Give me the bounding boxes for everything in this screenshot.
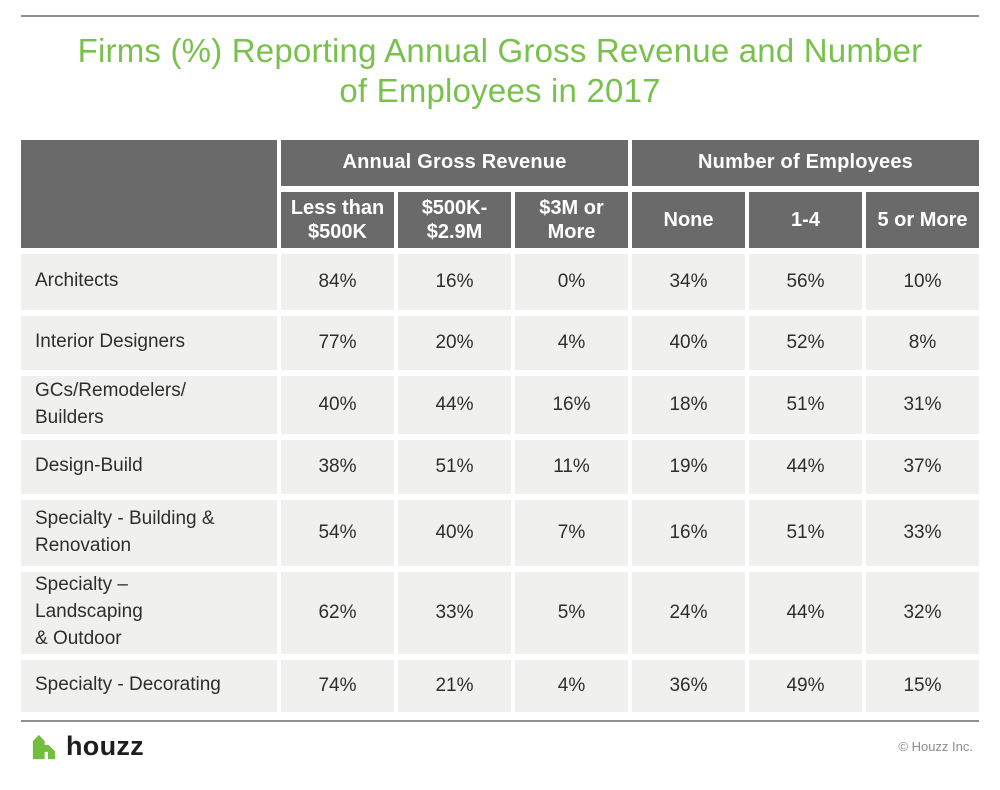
data-cell: 40% — [632, 315, 745, 370]
group-header-row: Annual Gross Revenue Number of Employees — [21, 139, 979, 248]
data-cell: 74% — [281, 659, 394, 712]
table-row-specialty-landscaping-outdoor: Specialty – Landscaping & Outdoor 62% 33… — [21, 571, 979, 654]
page: Firms (%) Reporting Annual Gross Revenue… — [0, 15, 1000, 762]
data-cell: 21% — [398, 659, 511, 712]
title-line-1: Firms (%) Reporting Annual Gross Revenue… — [77, 32, 923, 69]
data-cell: 16% — [398, 253, 511, 310]
data-cell: 36% — [632, 659, 745, 712]
data-cell: 11% — [515, 439, 628, 494]
table-row-specialty-decorating: Specialty - Decorating 74% 21% 4% 36% 49… — [21, 659, 979, 712]
houzz-logo: houzz — [29, 731, 144, 762]
title-line-2: of Employees in 2017 — [339, 72, 661, 110]
col-header-500k-2-9m: $500K- $2.9M — [398, 191, 511, 248]
table-row-interior-designers: Interior Designers 77% 20% 4% 40% 52% 8% — [21, 315, 979, 370]
data-cell: 4% — [515, 315, 628, 370]
data-cell: 77% — [281, 315, 394, 370]
col-header-less-than-500k: Less than $500K — [281, 191, 394, 248]
row-label: Specialty - Decorating — [21, 659, 277, 712]
bottom-divider — [21, 719, 979, 722]
row-label: Architects — [21, 253, 277, 310]
data-cell: 54% — [281, 499, 394, 566]
data-cell: 16% — [515, 375, 628, 434]
data-cell: 5% — [515, 571, 628, 654]
houzz-wordmark: houzz — [66, 730, 144, 761]
data-cell: 62% — [281, 571, 394, 654]
table-row-design-build: Design-Build 38% 51% 11% 19% 44% 37% — [21, 439, 979, 494]
column-header-row: Less than $500K $500K- $2.9M $3M or More… — [21, 191, 979, 248]
table-row-gcs-remodelers-builders: GCs/Remodelers/ Builders 40% 44% 16% 18%… — [21, 375, 979, 434]
corner-cell — [21, 139, 277, 248]
data-cell: 40% — [398, 499, 511, 566]
data-cell: 44% — [749, 571, 862, 654]
col-header-3m-or-more: $3M or More — [515, 191, 628, 248]
data-cell: 15% — [866, 659, 979, 712]
row-label: Design-Build — [21, 439, 277, 494]
data-cell: 24% — [632, 571, 745, 654]
col-header-5-or-more: 5 or More — [866, 191, 979, 248]
data-cell: 8% — [866, 315, 979, 370]
data-cell: 7% — [515, 499, 628, 566]
table-row-specialty-building-renovation: Specialty - Building & Renovation 54% 40… — [21, 499, 979, 566]
data-cell: 33% — [866, 499, 979, 566]
data-cell: 20% — [398, 315, 511, 370]
data-cell: 52% — [749, 315, 862, 370]
data-cell: 10% — [866, 253, 979, 310]
data-cell: 40% — [281, 375, 394, 434]
data-cell: 44% — [398, 375, 511, 434]
data-cell: 0% — [515, 253, 628, 310]
table-row-architects: Architects 84% 16% 0% 34% 56% 10% — [21, 253, 979, 310]
data-cell: 51% — [749, 499, 862, 566]
row-label: Specialty – Landscaping & Outdoor — [21, 571, 277, 654]
data-cell: 84% — [281, 253, 394, 310]
col-header-none: None — [632, 191, 745, 248]
data-cell: 51% — [749, 375, 862, 434]
data-table: Annual Gross Revenue Number of Employees… — [17, 134, 983, 718]
page-title: Firms (%) Reporting Annual Gross Revenue… — [21, 31, 979, 112]
data-cell: 56% — [749, 253, 862, 310]
houzz-house-icon — [29, 732, 58, 761]
data-cell: 37% — [866, 439, 979, 494]
data-cell: 51% — [398, 439, 511, 494]
data-cell: 31% — [866, 375, 979, 434]
col-header-1-4: 1-4 — [749, 191, 862, 248]
footer: houzz © Houzz Inc. — [21, 722, 979, 762]
copyright-text: © Houzz Inc. — [898, 738, 973, 754]
data-cell: 32% — [866, 571, 979, 654]
group-header-revenue: Annual Gross Revenue — [281, 139, 628, 186]
data-cell: 33% — [398, 571, 511, 654]
top-divider — [21, 15, 979, 17]
group-header-employees: Number of Employees — [632, 139, 979, 186]
data-cell: 16% — [632, 499, 745, 566]
data-cell: 38% — [281, 439, 394, 494]
row-label: GCs/Remodelers/ Builders — [21, 375, 277, 434]
row-label: Interior Designers — [21, 315, 277, 370]
data-cell: 18% — [632, 375, 745, 434]
data-cell: 19% — [632, 439, 745, 494]
data-cell: 49% — [749, 659, 862, 712]
data-cell: 4% — [515, 659, 628, 712]
data-cell: 34% — [632, 253, 745, 310]
data-cell: 44% — [749, 439, 862, 494]
row-label: Specialty - Building & Renovation — [21, 499, 277, 566]
